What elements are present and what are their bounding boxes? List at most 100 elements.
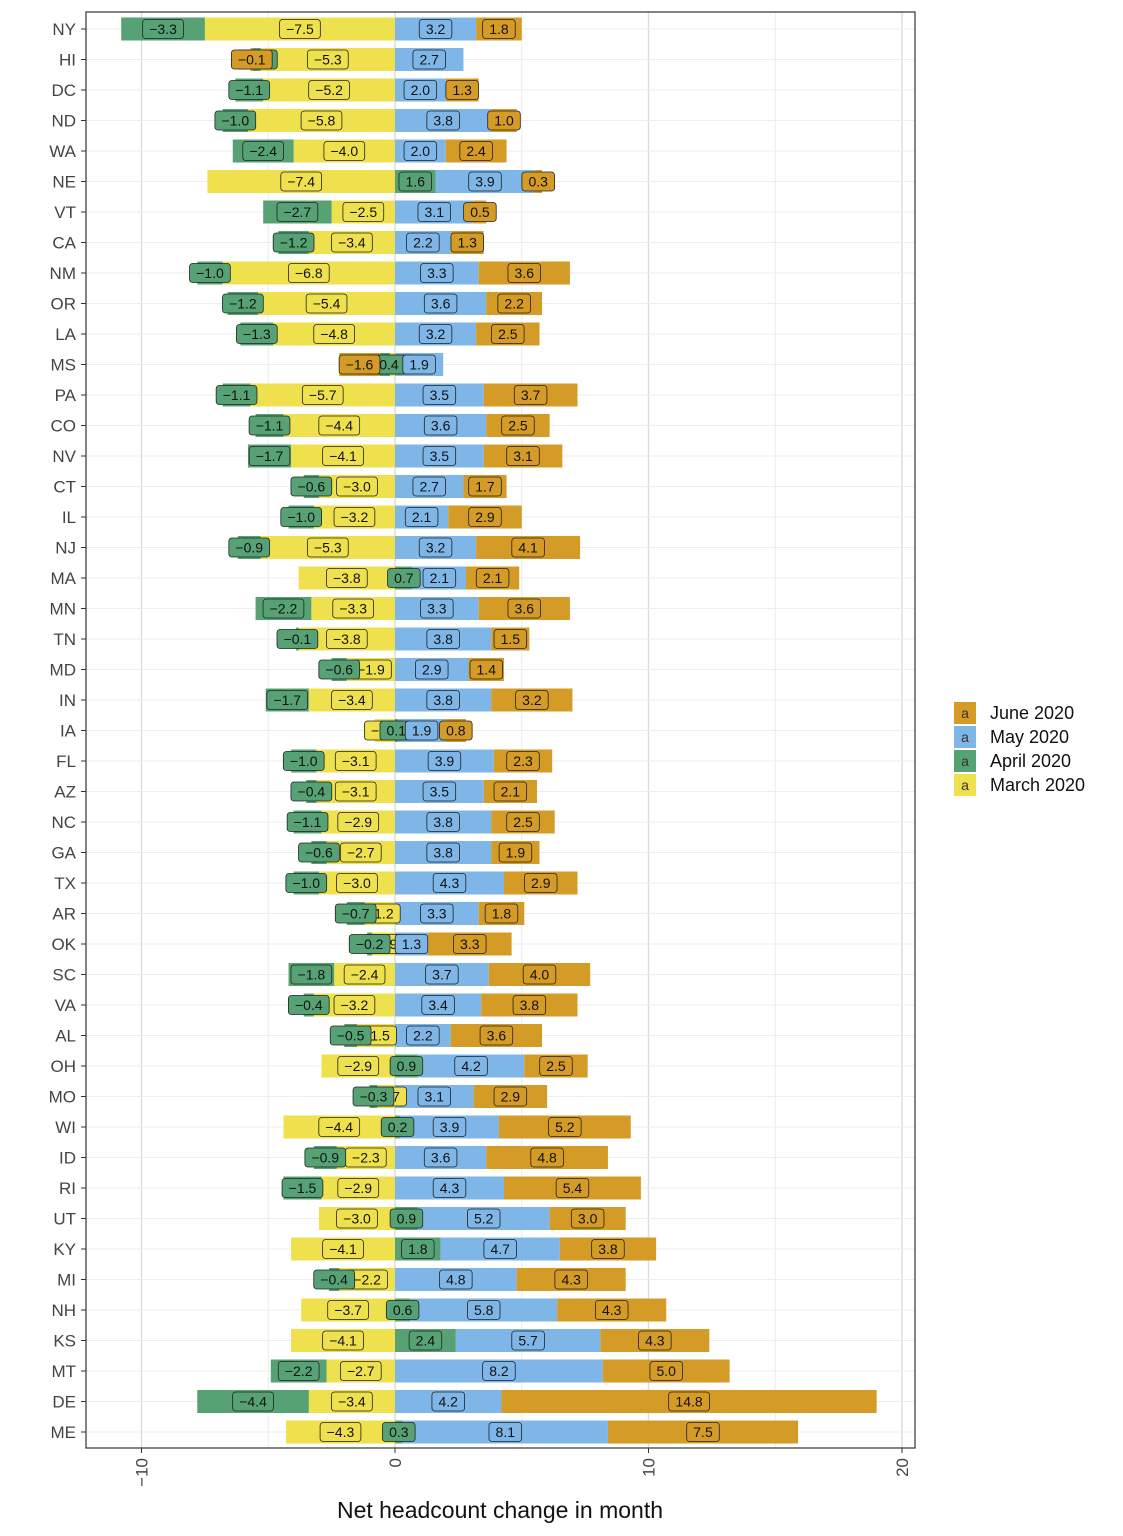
data-label-box bbox=[439, 1269, 473, 1290]
data-label: −0.3 bbox=[352, 1086, 395, 1107]
data-label-box bbox=[334, 781, 377, 802]
data-label: −1.1 bbox=[248, 415, 291, 436]
data-label: 7.5 bbox=[686, 1422, 720, 1442]
data-label-box bbox=[484, 903, 519, 924]
data-label-box bbox=[343, 964, 386, 985]
data-label-text: 1.9 bbox=[506, 845, 526, 861]
y-tick-label: SC bbox=[52, 966, 76, 985]
data-label-box bbox=[453, 934, 487, 954]
data-label: 1.7 bbox=[468, 476, 502, 497]
legend-swatch bbox=[954, 702, 976, 724]
y-tick-label: MT bbox=[51, 1362, 76, 1381]
data-label-box bbox=[262, 598, 305, 619]
legend-item: a March 2020 bbox=[954, 774, 1085, 796]
data-label-text: −0.4 bbox=[320, 1272, 348, 1288]
data-label-text: 4.3 bbox=[645, 1333, 665, 1349]
data-label: 4.3 bbox=[554, 1269, 588, 1290]
data-label-box bbox=[230, 49, 273, 70]
data-label-text: −2.7 bbox=[284, 204, 312, 220]
data-label: −7.4 bbox=[280, 171, 323, 192]
y-tick-label: AL bbox=[55, 1027, 76, 1046]
data-label: 0.3 bbox=[521, 171, 555, 192]
data-label-text: 4.8 bbox=[446, 1272, 466, 1288]
y-tick-label: AZ bbox=[54, 783, 76, 802]
data-label: 3.1 bbox=[417, 1086, 451, 1107]
data-label-text: 3.3 bbox=[427, 906, 447, 922]
data-label-text: 3.8 bbox=[433, 692, 453, 708]
data-label: −0.9 bbox=[304, 1147, 347, 1168]
data-label-box bbox=[387, 568, 421, 588]
data-label-box bbox=[421, 995, 455, 1015]
data-label-text: 2.9 bbox=[475, 509, 495, 525]
data-label-text: 3.6 bbox=[515, 601, 535, 617]
data-label-text: 3.6 bbox=[431, 296, 451, 312]
data-label: 2.9 bbox=[415, 659, 449, 680]
data-label: −1.1 bbox=[228, 80, 271, 100]
y-tick-label: CT bbox=[53, 478, 76, 497]
data-label-text: −3.8 bbox=[333, 570, 361, 586]
data-label-box bbox=[313, 324, 355, 344]
data-label: −3.0 bbox=[336, 873, 378, 893]
data-label: 3.8 bbox=[426, 812, 460, 832]
data-label-box bbox=[242, 141, 284, 161]
data-label-text: 5.2 bbox=[555, 1119, 575, 1135]
data-label: −4.0 bbox=[323, 141, 366, 161]
data-label-box bbox=[389, 1056, 424, 1076]
y-tick-label: FL bbox=[56, 752, 76, 771]
data-label: 1.5 bbox=[493, 629, 528, 649]
data-label: −4.1 bbox=[322, 446, 364, 466]
data-label-box bbox=[539, 1056, 573, 1076]
data-label: 3.7 bbox=[513, 385, 548, 405]
data-label: −1.6 bbox=[338, 354, 381, 375]
data-label-box bbox=[420, 903, 454, 924]
data-label-text: 0.6 bbox=[393, 1302, 413, 1318]
data-label-text: −2.3 bbox=[352, 1150, 380, 1166]
data-label: 3.8 bbox=[426, 629, 460, 649]
data-label-text: 3.2 bbox=[426, 21, 446, 37]
data-label-box bbox=[422, 385, 457, 405]
data-label: 4.2 bbox=[454, 1056, 488, 1076]
data-label: −7.5 bbox=[279, 19, 321, 39]
data-label-text: 1.3 bbox=[458, 235, 478, 251]
data-label-box bbox=[418, 19, 453, 39]
data-label: 3.8 bbox=[426, 842, 460, 863]
data-label: 4.3 bbox=[432, 873, 467, 893]
data-label-box bbox=[423, 1147, 458, 1168]
data-label: −1.0 bbox=[189, 263, 231, 283]
data-label-box bbox=[352, 1086, 395, 1107]
data-label: 3.7 bbox=[425, 964, 459, 985]
data-label: −3.7 bbox=[327, 1300, 369, 1320]
data-label: −2.2 bbox=[262, 598, 305, 619]
data-label: −2.9 bbox=[337, 1056, 380, 1076]
legend-label: March 2020 bbox=[990, 775, 1085, 795]
data-label-text: 3.3 bbox=[427, 601, 447, 617]
y-tick-label: VT bbox=[54, 203, 76, 222]
data-label-text: −3.2 bbox=[341, 997, 369, 1013]
data-label: −2.5 bbox=[342, 202, 385, 222]
data-label: 3.9 bbox=[468, 171, 502, 192]
data-label-text: 0.2 bbox=[388, 1119, 408, 1135]
data-label: −3.4 bbox=[331, 232, 373, 253]
data-label-text: −1.7 bbox=[256, 448, 284, 464]
data-label-text: 3.7 bbox=[521, 387, 541, 403]
data-label: 5.0 bbox=[649, 1361, 683, 1381]
y-tick-label: ID bbox=[59, 1149, 76, 1168]
data-label-box bbox=[276, 202, 319, 222]
y-tick-label: MI bbox=[57, 1271, 76, 1290]
data-label-text: 3.8 bbox=[598, 1241, 618, 1257]
data-label: −2.2 bbox=[277, 1361, 320, 1381]
data-label-box bbox=[548, 1117, 582, 1137]
data-label-box bbox=[498, 842, 533, 863]
data-label-box bbox=[326, 629, 368, 649]
data-label-text: −5.3 bbox=[314, 52, 342, 68]
data-label: 3.6 bbox=[507, 598, 541, 619]
data-label-box bbox=[595, 1300, 629, 1320]
data-label-text: 3.8 bbox=[433, 814, 453, 830]
data-label-text: 0.5 bbox=[470, 204, 490, 220]
data-label-text: −1.0 bbox=[196, 265, 224, 281]
y-tick-label: DC bbox=[51, 81, 76, 100]
data-label-box bbox=[506, 446, 540, 466]
data-label-text: −0.9 bbox=[311, 1150, 339, 1166]
data-label-box bbox=[483, 1239, 517, 1259]
data-label-box bbox=[467, 1300, 501, 1320]
